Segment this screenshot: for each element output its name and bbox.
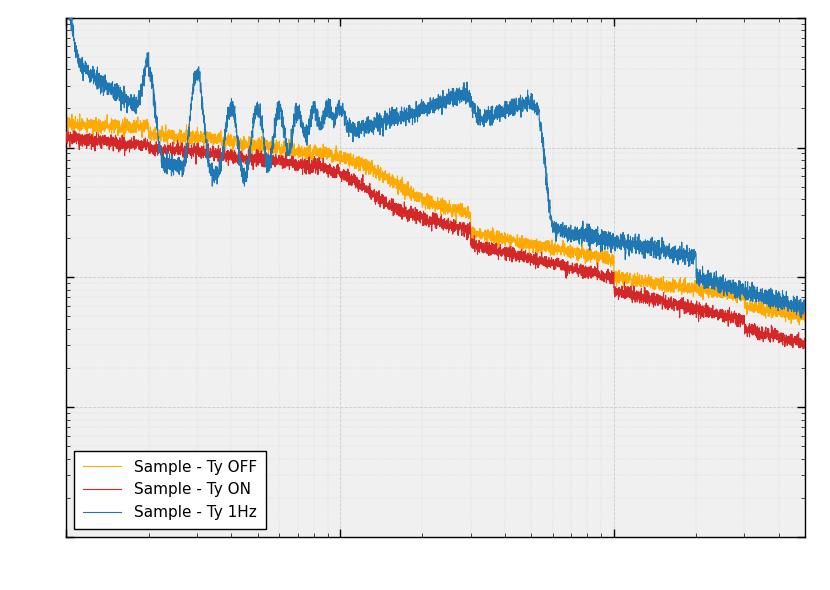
Sample - Ty 1Hz (61, 0, 71, 1)
Sample - Ty ON (344, 171, 354, 178)
Sample - Ty OFF (542, 237, 552, 244)
Line: Sample - Ty 1Hz: Sample - Ty 1Hz (66, 0, 805, 318)
Sample - Ty OFF (613, 273, 622, 280)
Sample - Ty ON (800, 339, 810, 346)
Legend: Sample - Ty OFF, Sample - Ty ON, Sample - Ty 1Hz: Sample - Ty OFF, Sample - Ty ON, Sample … (74, 451, 266, 529)
Sample - Ty OFF (61, 122, 71, 129)
Sample - Ty OFF (344, 156, 354, 163)
Sample - Ty 1Hz (800, 296, 810, 303)
Sample - Ty 1Hz (61, 4, 71, 11)
Sample - Ty OFF (196, 137, 206, 145)
Sample - Ty 1Hz (669, 248, 679, 255)
Sample - Ty 1Hz (542, 176, 552, 183)
Sample - Ty ON (70, 127, 80, 135)
Sample - Ty ON (542, 258, 552, 266)
Sample - Ty 1Hz (505, 111, 515, 118)
Sample - Ty OFF (75, 110, 85, 117)
Line: Sample - Ty ON: Sample - Ty ON (66, 131, 805, 349)
Sample - Ty ON (669, 299, 679, 306)
Sample - Ty OFF (669, 282, 679, 289)
Sample - Ty OFF (794, 322, 804, 329)
Sample - Ty 1Hz (196, 80, 206, 87)
Sample - Ty ON (196, 153, 206, 160)
Sample - Ty 1Hz (613, 233, 622, 240)
Sample - Ty OFF (505, 234, 515, 241)
Sample - Ty OFF (800, 310, 810, 317)
Sample - Ty 1Hz (344, 133, 354, 140)
Sample - Ty ON (798, 345, 808, 352)
Sample - Ty ON (613, 287, 622, 294)
Line: Sample - Ty OFF: Sample - Ty OFF (66, 114, 805, 325)
Sample - Ty ON (61, 129, 71, 136)
Sample - Ty 1Hz (796, 314, 806, 322)
Sample - Ty ON (505, 253, 515, 260)
